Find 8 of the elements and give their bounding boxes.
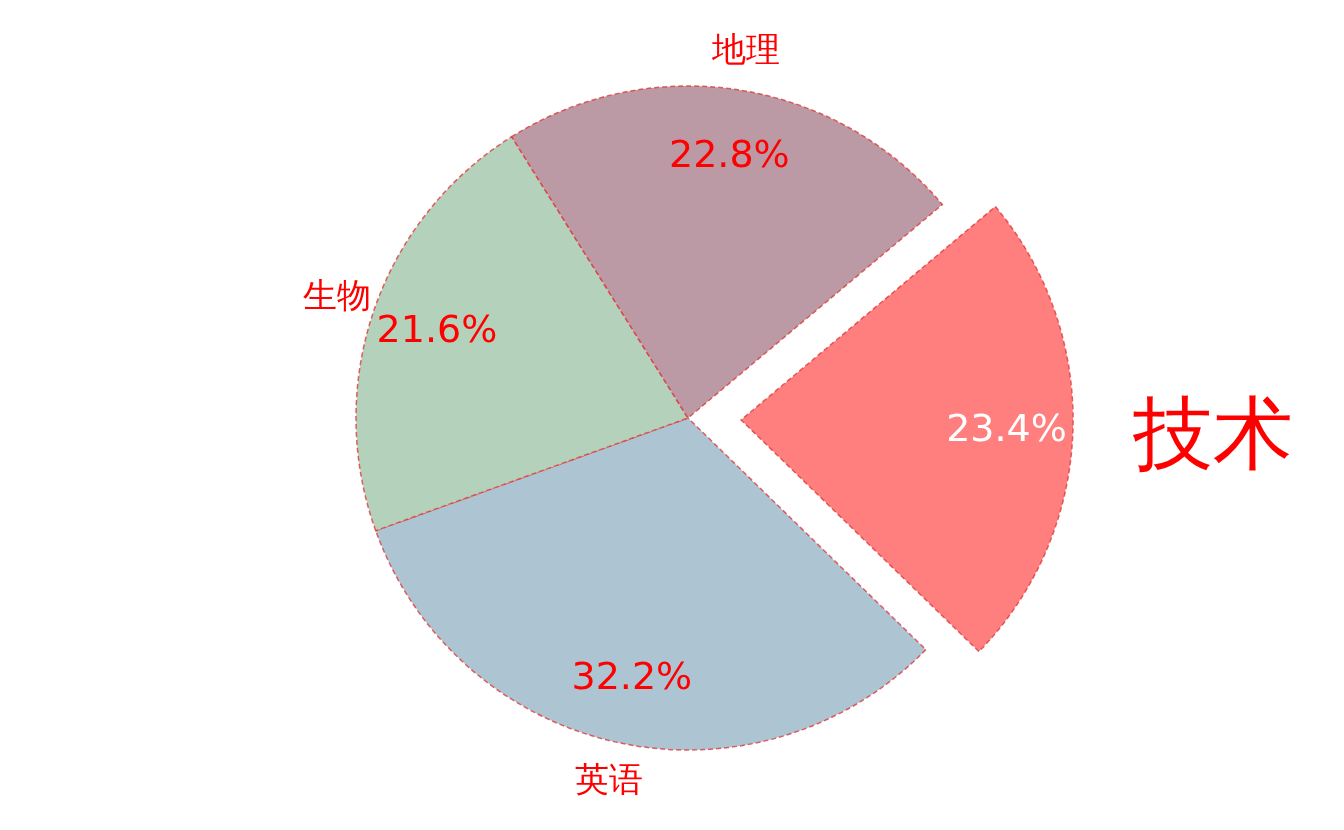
slice-label: 英语: [575, 759, 644, 800]
slice-label: 生物: [302, 274, 371, 315]
slice-label: 地理: [710, 28, 780, 69]
slice-label: 技术: [1131, 387, 1293, 481]
data-label: 22.8%: [669, 131, 790, 176]
data-label: 21.6%: [376, 307, 498, 352]
data-label: 23.4%: [946, 405, 1067, 450]
data-label: 32.2%: [571, 653, 693, 698]
